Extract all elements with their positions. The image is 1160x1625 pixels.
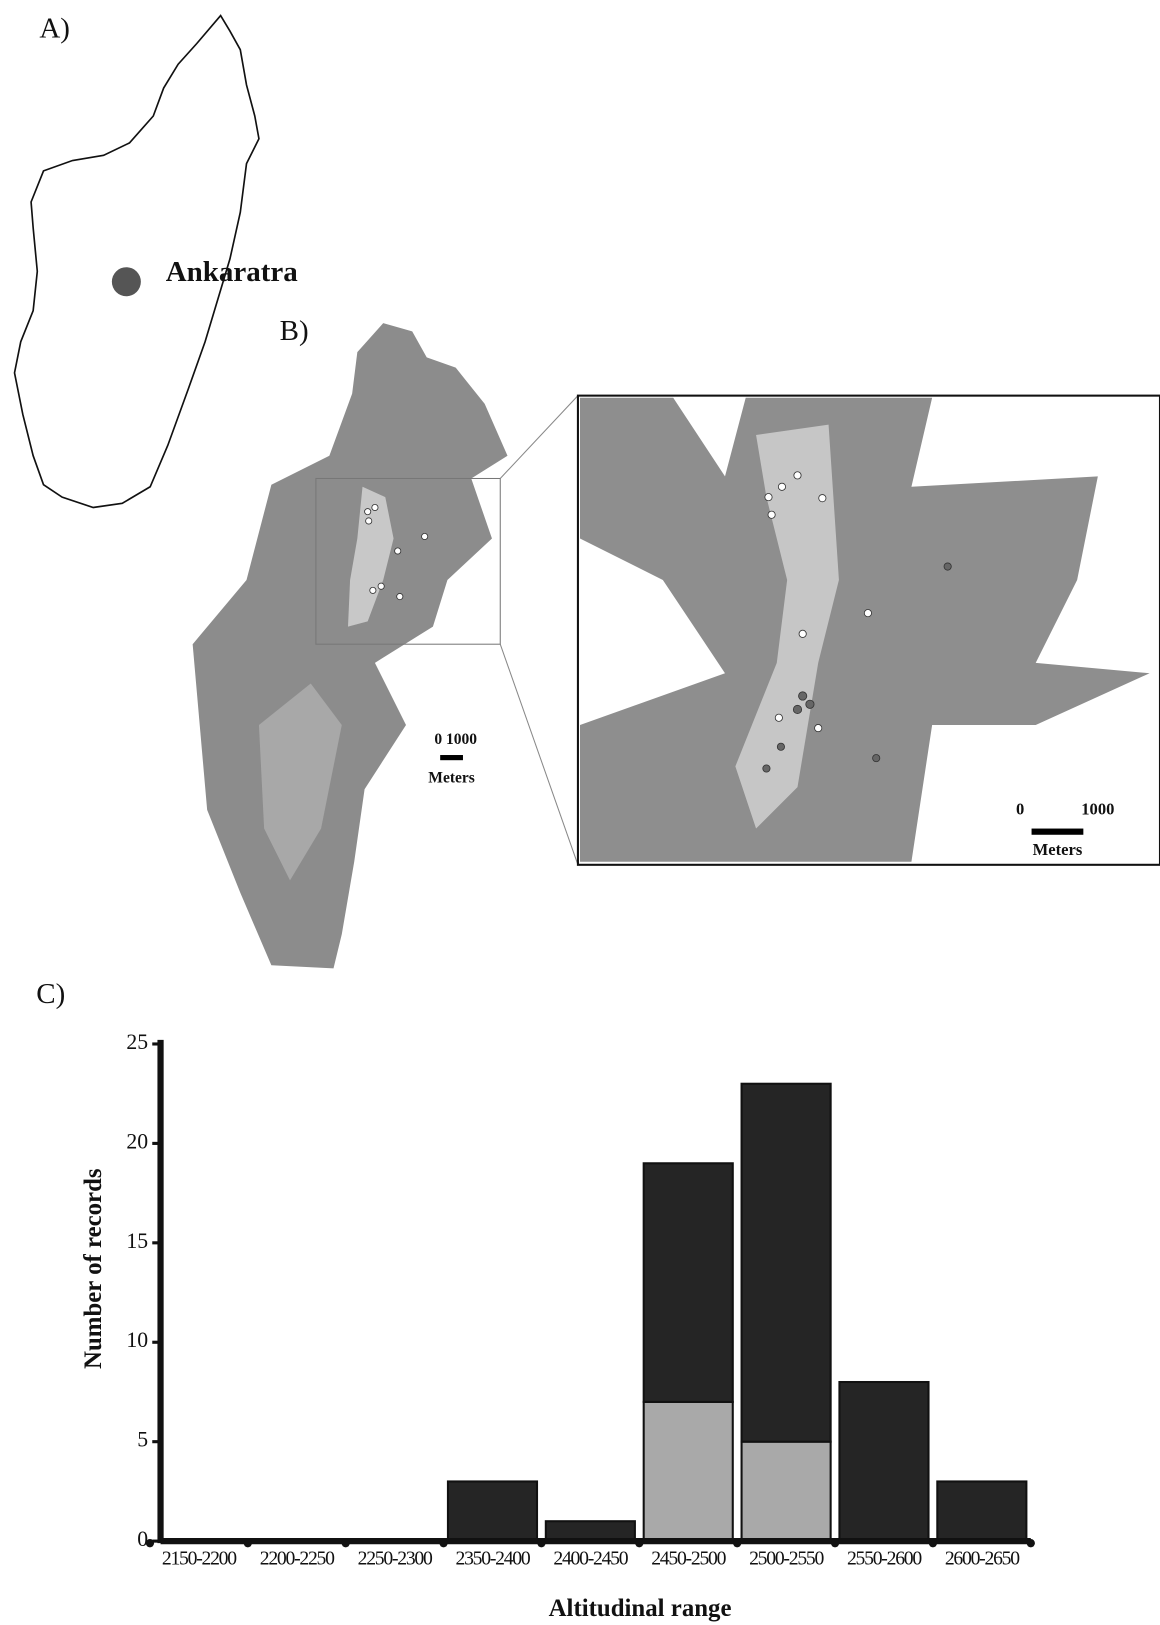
zoom-line xyxy=(500,396,578,479)
scale-max: 1000 xyxy=(1081,800,1114,819)
y-tick-label: 5 xyxy=(137,1428,148,1452)
x-axis-dot xyxy=(439,1539,447,1547)
bar-segment xyxy=(448,1481,537,1541)
x-tick-label: 2400-2450 xyxy=(553,1547,628,1569)
figure: A) Ankaratra B) 0 1000 Meters 0 1000 Met… xyxy=(0,0,1160,1625)
x-tick-label: 2250-2300 xyxy=(358,1547,433,1569)
x-axis-dot xyxy=(635,1539,643,1547)
plot: 0 5 10 15 20 25 2150-2200 2200-2250 2250-2300 235… xyxy=(126,1030,1035,1569)
x-axis-dot xyxy=(831,1539,839,1547)
bar-segment xyxy=(644,1402,733,1541)
bar-segment xyxy=(937,1481,1026,1541)
site-label: Ankaratra xyxy=(166,256,299,288)
site-dot xyxy=(112,267,141,296)
scale-unit: Meters xyxy=(1033,840,1083,859)
x-axis-dot xyxy=(929,1539,937,1547)
bar-segment xyxy=(742,1084,831,1442)
page: {"panels": {"a_label": "A)", "site": "An… xyxy=(0,0,1160,1625)
y-tick-label: 25 xyxy=(126,1030,148,1054)
bar-segment xyxy=(644,1163,733,1402)
x-tick-label: 2500-2550 xyxy=(749,1547,824,1569)
scale-bar xyxy=(1032,829,1084,835)
panel-label: A) xyxy=(39,13,70,45)
zoom-line xyxy=(500,644,578,865)
scale-zero: 0 xyxy=(1016,800,1024,819)
bar-segment xyxy=(839,1382,928,1541)
x-axis-dot xyxy=(342,1539,350,1547)
x-axis-dot xyxy=(537,1539,545,1547)
scale-label: 0 1000 xyxy=(434,731,477,748)
x-tick-label: 2200-2250 xyxy=(260,1547,335,1569)
y-tick-label: 15 xyxy=(126,1229,148,1253)
x-axis-dot xyxy=(146,1539,154,1547)
y-axis-label: Number of records xyxy=(80,1168,107,1369)
scale-unit: Meters xyxy=(428,769,475,786)
x-tick-label: 2350-2400 xyxy=(455,1547,530,1569)
x-axis-dot xyxy=(1027,1539,1035,1547)
x-axis-label: Altitudinal range xyxy=(549,1595,732,1622)
x-axis-dot xyxy=(244,1539,252,1547)
panel-label: C) xyxy=(36,978,65,1010)
x-tick-label: 2450-2500 xyxy=(651,1547,726,1569)
x-axis-dot xyxy=(733,1539,741,1547)
x-tick-label: 2550-2600 xyxy=(847,1547,922,1569)
y-tick-label: 0 xyxy=(137,1527,148,1551)
bar-segment xyxy=(742,1442,831,1541)
x-tick-label: 2150-2200 xyxy=(162,1547,237,1569)
panel-label: B) xyxy=(280,315,309,347)
terrain xyxy=(193,323,508,968)
y-tick-label: 20 xyxy=(126,1129,148,1153)
y-tick-label: 10 xyxy=(126,1328,148,1352)
scale-bar xyxy=(440,755,463,760)
x-tick-label: 2600-2650 xyxy=(945,1547,1020,1569)
